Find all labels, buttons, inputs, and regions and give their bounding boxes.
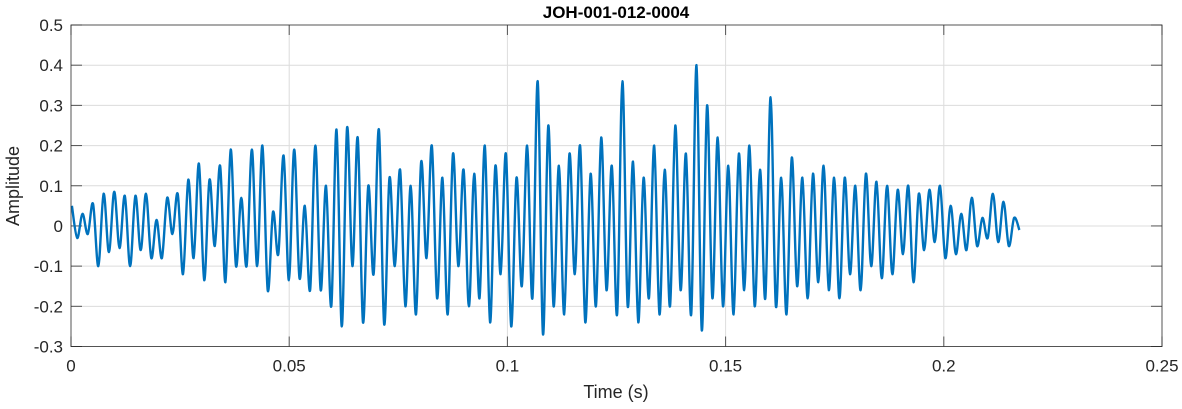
x-tick-label: 0.05 (273, 357, 306, 376)
x-axis-label: Time (s) (583, 382, 648, 402)
waveform-line (70, 63, 1021, 336)
y-tick-label: 0.4 (39, 56, 63, 75)
x-tick-label: 0 (66, 357, 75, 376)
x-tick-label: 0.2 (932, 357, 956, 376)
y-tick-label: -0.3 (34, 338, 63, 357)
axes-box (70, 24, 1163, 347)
y-tick-label: -0.2 (34, 297, 63, 316)
chart-title: JOH-001-012-0004 (543, 3, 690, 22)
y-tick-label: 0.2 (39, 137, 63, 156)
y-tick-label: 0 (54, 217, 63, 236)
y-axis-label: Amplitude (3, 146, 23, 226)
x-tick-label: 0.25 (1145, 357, 1178, 376)
tick-labels: 0 0.05 0.1 0.15 0.2 0.25 -0.3 -0.2 -0.1 0 0.1 0.2 0.… (34, 16, 1179, 376)
y-tick-label: 0.5 (39, 16, 63, 35)
y-tick-label: 0.3 (39, 96, 63, 115)
y-tick-label: 0.1 (39, 177, 63, 196)
y-tick-label: -0.1 (34, 257, 63, 276)
x-tick-label: 0.15 (709, 357, 742, 376)
x-tick-label: 0.1 (496, 357, 520, 376)
